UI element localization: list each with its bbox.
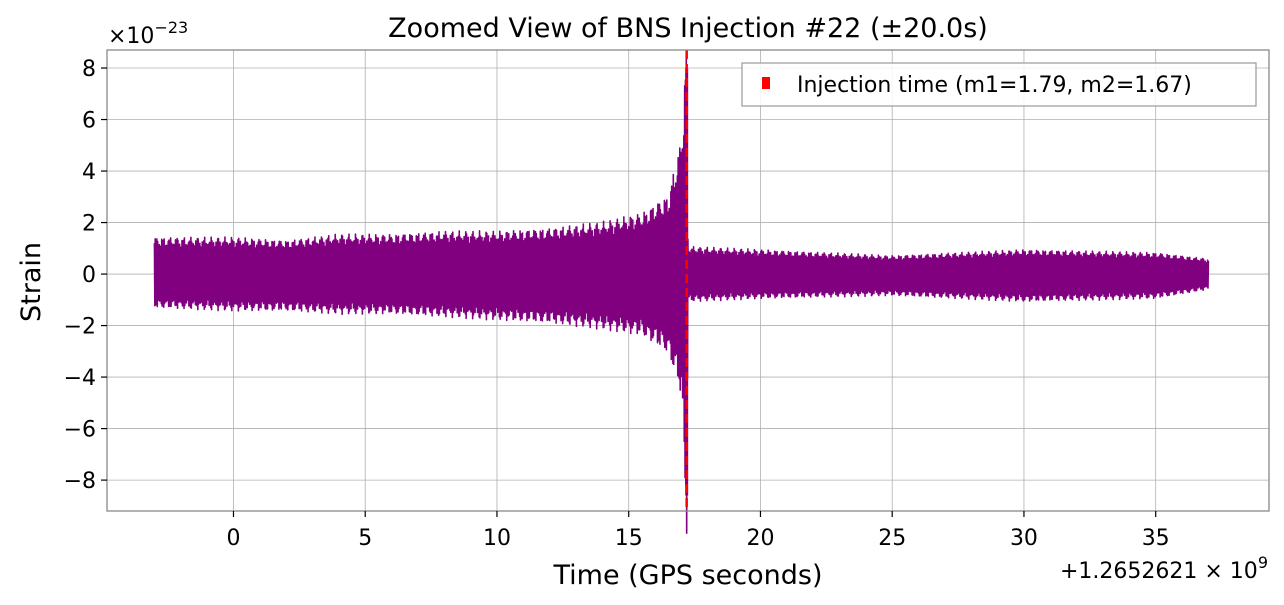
- x-tick-label: 35: [1142, 526, 1170, 551]
- y-tick-label: −8: [64, 469, 96, 494]
- y-axis-ticks: −8 −6 −4 −2 0 2 4 6 8: [64, 57, 107, 494]
- x-tick-label: 5: [358, 526, 372, 551]
- y-scale-factor: ×10−23: [108, 18, 188, 49]
- legend-marker: [762, 77, 770, 89]
- x-tick-label: 15: [615, 526, 643, 551]
- x-axis-label: Time (GPS seconds): [552, 560, 822, 591]
- plot-series: [153, 50, 1210, 534]
- y-tick-label: −6: [64, 418, 96, 443]
- y-scale-exponent: −23: [154, 18, 188, 37]
- legend-label: Injection time (m1=1.79, m2=1.67): [797, 73, 1192, 98]
- y-tick-label: 6: [82, 109, 96, 134]
- x-tick-label: 25: [878, 526, 906, 551]
- y-scale-base: ×10: [108, 24, 154, 49]
- y-tick-label: −4: [64, 366, 96, 391]
- x-tick-label: 30: [1010, 526, 1038, 551]
- chart-title: Zoomed View of BNS Injection #22 (±20.0s…: [388, 13, 988, 44]
- y-axis-label: Strain: [16, 242, 47, 322]
- legend-box: [741, 62, 1257, 107]
- x-tick-label: 0: [226, 526, 240, 551]
- x-axis-ticks: 0 5 10 15 20 25 30 35: [226, 511, 1170, 551]
- x-tick-label: 20: [746, 526, 774, 551]
- plot-frame: [106, 49, 1270, 512]
- y-tick-label: 2: [82, 212, 96, 237]
- x-offset-exponent: 9: [1258, 553, 1268, 572]
- y-tick-label: −2: [64, 315, 96, 340]
- y-tick-label: 4: [82, 160, 96, 185]
- x-tick-label: 10: [483, 526, 511, 551]
- x-offset-label: +1.2652621 × 109: [1060, 553, 1268, 584]
- y-tick-label: 8: [82, 57, 96, 82]
- legend: Injection time (m1=1.79, m2=1.67): [741, 62, 1257, 107]
- x-offset-base: +1.2652621 × 10: [1060, 559, 1258, 584]
- y-tick-label: 0: [82, 263, 96, 288]
